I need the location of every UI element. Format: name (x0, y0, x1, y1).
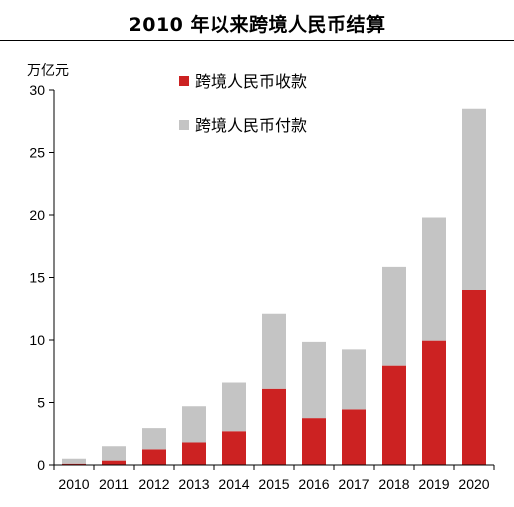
bar-segment-receipts (382, 365, 406, 465)
bar-segment-receipts (462, 290, 486, 465)
x-tick-label: 2015 (258, 476, 289, 492)
bar-segment-payments (62, 458, 86, 464)
bars-group (62, 108, 486, 465)
x-tick-label: 2017 (338, 476, 369, 492)
bar-segment-receipts (102, 460, 126, 465)
bar-segment-payments (182, 406, 206, 443)
legend-label-payments: 跨境人民币付款 (195, 116, 307, 135)
x-tick-label: 2019 (418, 476, 449, 492)
y-tick-label: 25 (29, 145, 45, 161)
legend: 跨境人民币收款 跨境人民币付款 (179, 72, 307, 135)
bar-segment-receipts (342, 409, 366, 465)
x-tick-label: 2011 (99, 476, 129, 492)
x-tick-label: 2014 (218, 476, 249, 492)
bar-segment-payments (142, 428, 166, 450)
y-tick-label: 20 (29, 207, 45, 223)
bar-segment-payments (302, 341, 326, 419)
legend-swatch-receipts (179, 76, 189, 86)
y-axis-ticks: 0 5 10 15 20 25 30 (29, 82, 54, 473)
bar-segment-receipts (182, 442, 206, 465)
bar-segment-payments (382, 266, 406, 366)
x-axis-labels: 2010 2011 2012 2013 2014 2015 2016 2017 2018 2019… (53, 465, 495, 492)
legend-label-receipts: 跨境人民币收款 (195, 72, 307, 91)
x-tick-label: 2020 (458, 476, 489, 492)
y-tick-label: 15 (29, 270, 45, 286)
y-tick-label: 30 (29, 82, 45, 98)
title-divider (0, 40, 514, 41)
bar-segment-receipts (222, 431, 246, 465)
bar-segment-payments (102, 446, 126, 461)
bar-segment-receipts (262, 388, 286, 465)
x-tick-label: 2013 (178, 476, 209, 492)
y-axis-unit-label: 万亿元 (27, 63, 69, 79)
x-tick-label: 2018 (378, 476, 409, 492)
bar-segment-receipts (62, 463, 86, 465)
bar-segment-receipts (142, 449, 166, 465)
bar-segment-payments (262, 313, 286, 389)
y-tick-label: 5 (37, 395, 45, 411)
bar-segment-payments (222, 382, 246, 432)
bar-segment-payments (422, 217, 446, 341)
y-tick-label: 10 (29, 332, 45, 348)
bar-segment-payments (342, 349, 366, 410)
x-tick-label: 2016 (298, 476, 329, 492)
chart-title: 2010 年以来跨境人民币结算 (128, 14, 386, 36)
legend-swatch-payments (179, 120, 189, 130)
x-tick-label: 2012 (138, 476, 169, 492)
x-tick-label: 2010 (58, 476, 89, 492)
bar-segment-payments (462, 108, 486, 290)
bar-segment-receipts (422, 340, 446, 465)
y-tick-label: 0 (37, 457, 45, 473)
bar-segment-receipts (302, 418, 326, 465)
